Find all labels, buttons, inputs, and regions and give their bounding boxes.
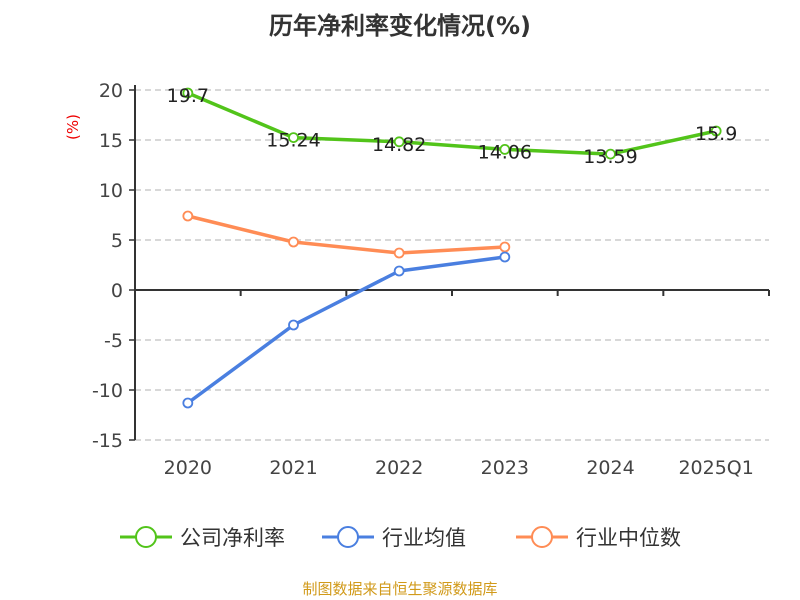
legend-marker-icon xyxy=(337,526,359,548)
x-tick-label: 2020 xyxy=(164,457,212,479)
x-tick-label: 2023 xyxy=(481,457,529,479)
data-point xyxy=(288,236,299,248)
data-point xyxy=(393,136,405,148)
data-label: 19.7 xyxy=(167,85,209,107)
legend-label: 行业均值 xyxy=(382,526,466,550)
x-tick-label: 2025Q1 xyxy=(678,457,753,479)
data-point xyxy=(393,265,405,277)
y-tick-label: 5 xyxy=(111,230,123,252)
y-tick-label: 15 xyxy=(99,130,123,152)
data-label: 14.06 xyxy=(478,141,532,163)
y-tick-label: 10 xyxy=(99,180,123,202)
y-tick-label: -10 xyxy=(92,380,123,402)
data-point xyxy=(182,210,194,222)
y-tick-label: 20 xyxy=(99,80,123,102)
data-point xyxy=(499,143,511,155)
x-tick-label: 2022 xyxy=(375,457,423,479)
y-tick-label: -15 xyxy=(92,430,123,452)
chart-title: 历年净利率变化情况(%) xyxy=(269,12,531,40)
data-point xyxy=(182,87,194,99)
data-point xyxy=(288,132,299,144)
legend-marker-icon xyxy=(531,526,553,548)
y-axis-label: (%) xyxy=(64,114,82,140)
data-point xyxy=(499,251,511,263)
data-point xyxy=(288,319,299,331)
source-footer: 制图数据来自恒生聚源数据库 xyxy=(302,580,498,598)
x-tick-label: 2024 xyxy=(586,457,634,479)
series-line xyxy=(187,214,505,255)
x-tick-label: 2021 xyxy=(269,457,317,479)
data-label: 13.59 xyxy=(583,146,637,168)
data-point xyxy=(182,397,194,409)
y-tick-label: 0 xyxy=(111,280,123,302)
data-label: 15.9 xyxy=(695,123,737,145)
y-tick-label: -5 xyxy=(104,330,123,352)
data-label: 15.24 xyxy=(266,130,320,152)
data-point xyxy=(499,241,511,253)
series-line xyxy=(187,91,717,156)
legend-label: 行业中位数 xyxy=(576,526,681,550)
data-label: 14.82 xyxy=(372,134,426,156)
series-line xyxy=(186,255,506,405)
data-point xyxy=(710,125,722,137)
data-point xyxy=(605,148,616,160)
data-point xyxy=(393,247,405,259)
legend-label: 公司净利率 xyxy=(180,526,285,550)
legend-marker-icon xyxy=(135,526,157,548)
